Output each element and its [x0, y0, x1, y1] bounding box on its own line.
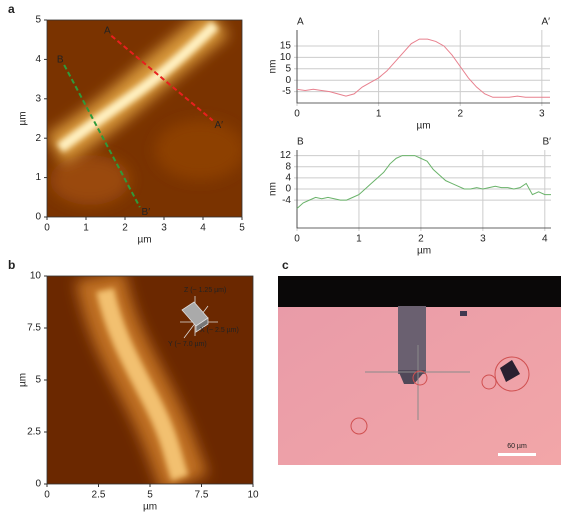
- profile-end-label: B′: [542, 137, 551, 148]
- inset-label: Y (~ 7.0 µm): [168, 341, 207, 348]
- x-tick-label: 7.5: [195, 490, 209, 501]
- cut-start-label: B: [57, 55, 64, 66]
- y-tick-label: 5: [285, 63, 291, 74]
- y-tick-label: 1: [35, 172, 41, 183]
- y-tick-label: -4: [282, 195, 291, 206]
- x-tick-label: 5: [147, 490, 153, 501]
- x-tick-label: 0: [294, 234, 300, 245]
- afm-image-b: [47, 276, 253, 484]
- y-tick-label: 2: [35, 133, 41, 144]
- x-tick-label: 2: [457, 109, 463, 120]
- x-tick-label: 3: [480, 234, 486, 245]
- y-tick-label: 4: [285, 172, 291, 183]
- y-tick-label: 8: [285, 161, 291, 172]
- profile-start-label: A: [297, 17, 304, 28]
- scale-bar-label: 60 µm: [507, 443, 527, 450]
- x-tick-label: 0: [44, 223, 50, 234]
- y-tick-label: 0: [285, 75, 291, 86]
- y-tick-label: 3: [35, 93, 41, 104]
- y-axis-label: µm: [18, 111, 29, 125]
- axis-line: [296, 30, 550, 104]
- x-tick-label: 3: [539, 109, 545, 120]
- y-tick-label: 0: [35, 212, 41, 223]
- cut-start-label: A: [104, 25, 111, 36]
- y-tick-label: 5: [35, 375, 41, 386]
- x-axis-label: µm: [143, 502, 157, 513]
- x-tick-label: 4: [542, 234, 548, 245]
- profile-end-label: A′: [541, 17, 550, 28]
- panel-label: c: [282, 258, 289, 272]
- x-tick-label: 2: [418, 234, 424, 245]
- x-tick-label: 2: [122, 223, 128, 234]
- profile-start-label: B: [297, 137, 304, 148]
- inset-box: [180, 296, 218, 339]
- axis-line: [296, 150, 551, 229]
- x-tick-label: 4: [200, 223, 206, 234]
- y-axis-label: nm: [268, 182, 279, 196]
- axis-frame: [46, 275, 254, 485]
- y-tick-label: 15: [280, 41, 292, 52]
- x-tick-label: 10: [247, 490, 259, 501]
- axis-frame: [46, 19, 243, 218]
- x-axis-label: µm: [137, 235, 151, 246]
- y-tick-label: 4: [35, 54, 41, 65]
- cut-end-label: A′: [214, 120, 223, 131]
- cut-end-label: B′: [142, 207, 151, 218]
- panel-label: a: [8, 2, 15, 16]
- y-axis-label: µm: [18, 373, 29, 387]
- y-axis-label: nm: [268, 60, 279, 74]
- x-tick-label: 3: [161, 223, 167, 234]
- y-tick-label: 7.5: [27, 323, 41, 334]
- x-tick-label: 2.5: [92, 490, 106, 501]
- x-tick-label: 0: [294, 109, 300, 120]
- y-tick-label: 2.5: [27, 427, 41, 438]
- x-tick-label: 1: [376, 109, 382, 120]
- x-tick-label: 1: [83, 223, 89, 234]
- y-tick-label: 0: [285, 184, 291, 195]
- panel-label: b: [8, 258, 15, 272]
- x-tick-label: 5: [239, 223, 245, 234]
- x-axis-label: µm: [417, 246, 431, 257]
- x-tick-label: 1: [356, 234, 362, 245]
- y-tick-label: 5: [35, 15, 41, 26]
- cut-line: [63, 64, 141, 208]
- y-tick-label: 10: [280, 52, 292, 63]
- afm-image-a: [47, 20, 242, 217]
- inset-label: X (~ 2.5 µm): [200, 327, 239, 334]
- profile-line: [296, 155, 551, 209]
- y-tick-label: 0: [35, 479, 41, 490]
- profile-line: [296, 38, 550, 98]
- inset-label: Z (~ 1.25 µm): [184, 287, 226, 294]
- y-tick-label: -5: [282, 86, 291, 97]
- x-axis-label: µm: [416, 121, 430, 132]
- x-tick-label: 0: [44, 490, 50, 501]
- optical-photo: [278, 276, 561, 465]
- y-tick-label: 12: [280, 150, 292, 161]
- y-tick-label: 10: [30, 271, 42, 282]
- cut-line: [110, 34, 214, 122]
